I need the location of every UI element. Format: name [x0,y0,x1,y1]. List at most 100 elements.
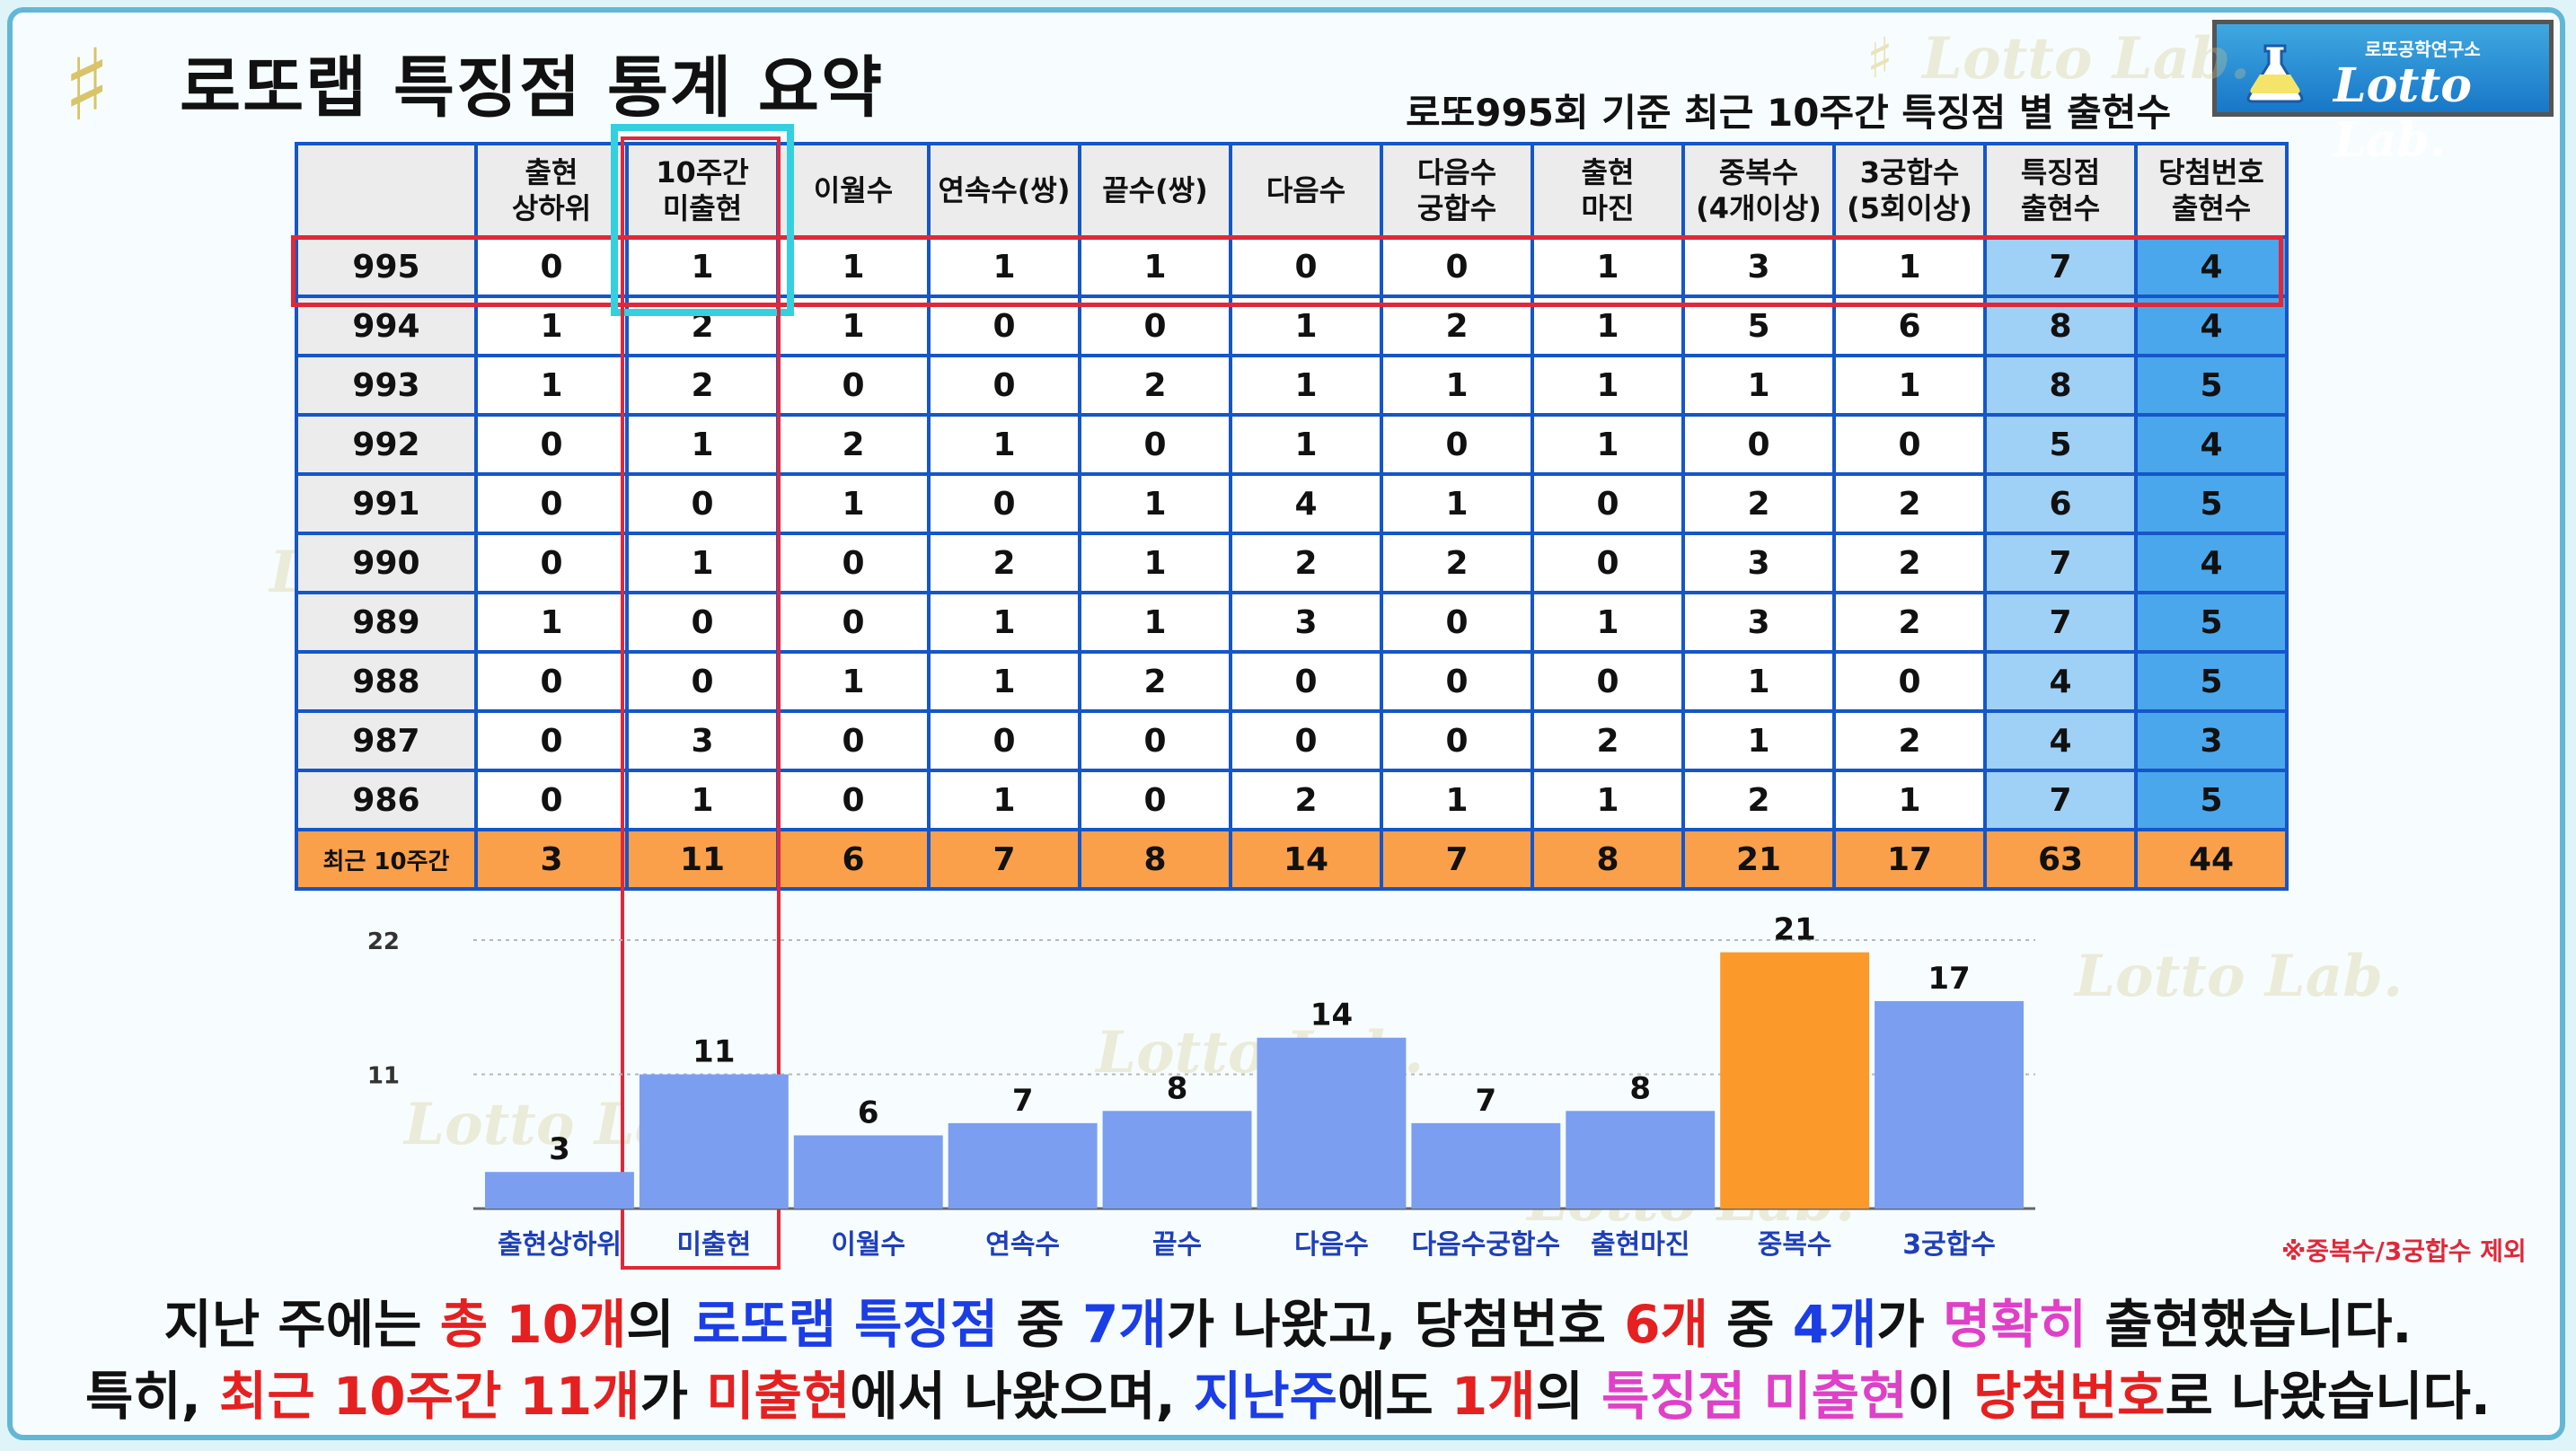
x-tick-label: 출현상하위 [498,1229,622,1261]
table-cell: 4 [2134,532,2289,594]
table-cell: 1 [927,769,1081,831]
table-header-row: 출현 상하위 10주간 미출현 이월수 연속수(쌍) 끝수(쌍) 다음수 다음수 궁합수 출현… [295,142,2289,239]
table-cell: 0 [474,532,629,594]
table-cell: 5 [2134,769,2289,831]
table-cell: 1 [776,472,931,535]
column-header: 연속수(쌍) [927,142,1081,239]
summary-segment: 로 나왔습니다. [2165,1366,2491,1427]
summary-segment: 지난주 [1193,1366,1337,1427]
summary-segment: 에도 [1337,1366,1451,1427]
table-cell: 4 [1983,650,2138,713]
bar [1257,1037,1407,1209]
table-cell: 4 [1983,709,2138,772]
table-cell: 0 [474,769,629,831]
data-label: 8 [1629,1070,1651,1106]
table-row: 991 0 0 1 0 1 4 1 0 2 2 6 5 [295,472,2289,535]
table-cell: 1 [927,650,1081,713]
column-header: 10주간 미출현 [625,142,780,239]
table-cell: 17 [1832,828,1987,891]
data-label: 17 [1928,961,1970,997]
x-tick-label: 끝수 [1152,1229,1202,1261]
table-cell: 7 [1380,828,1534,891]
table-row: 990 0 1 0 2 1 2 2 0 3 2 7 4 [295,532,2289,594]
table-cell: 0 [474,472,629,535]
summary-line-2: 특히, 최근 10주간 11개가 미출현에서 나왔으며, 지난주에도 1개의 특… [0,1354,2576,1429]
x-tick-label: 3궁합수 [1902,1229,1996,1261]
row-label: 최근 10주간 [295,828,478,891]
table-cell: 2 [1078,650,1232,713]
summary-segment: 미출현 [706,1366,851,1427]
chart-subtitle: 로또995회 기준 최근 10주간 특징점 별 출현수 [1406,91,2172,135]
summary-segment: 중 [998,1294,1083,1355]
table-row: 988 0 0 1 1 2 0 0 0 1 0 4 5 [295,650,2289,713]
summary-segment: 당첨번호 [1973,1366,2166,1427]
table-cell: 6 [1983,472,2138,535]
column-header [295,142,478,239]
table-cell: 1 [1229,413,1383,476]
table-cell: 0 [1078,769,1232,831]
table-cell: 3 [474,828,629,891]
table-cell: 0 [927,472,1081,535]
table-cell: 7 [1983,532,2138,594]
table-cell: 1 [1229,354,1383,417]
column-header: 끝수(쌍) [1078,142,1232,239]
column-header: 당첨번호 출현수 [2134,142,2289,239]
table-cell: 2 [1380,532,1534,594]
table-cell: 2 [1681,472,1836,535]
bar [1875,1000,2024,1209]
bar [1720,952,1870,1209]
table-cell: 0 [776,591,931,654]
table-cell: 2 [1531,709,1685,772]
table-cell: 0 [1531,532,1685,594]
data-label: 8 [1167,1070,1188,1106]
summary-segment: 출현했습니다. [2086,1294,2413,1355]
table-cell: 2 [1229,532,1383,594]
stats-table: 출현 상하위 10주간 미출현 이월수 연속수(쌍) 끝수(쌍) 다음수 다음수 궁합수 출현… [295,142,2289,891]
column-header: 이월수 [776,142,931,239]
bar [948,1122,1098,1209]
table-cell: 1 [1078,591,1232,654]
table-cell: 2 [1078,354,1232,417]
table-cell: 14 [1229,828,1383,891]
table-cell: 0 [625,591,780,654]
summary-segment: 지난 주에는 [163,1294,440,1355]
unappeared-column-highlight [621,136,781,1270]
table-cell: 2 [1229,769,1383,831]
summary-segment: 총 10개 [439,1294,627,1355]
column-header: 3궁합수 (5회이상) [1832,142,1987,239]
table-cell: 3 [1681,532,1836,594]
table-row: 986 0 1 0 1 0 2 1 1 2 1 7 5 [295,769,2289,831]
summary-segment: 특징점 미출현 [1601,1366,1908,1427]
sharp-logo-icon: ♯ [63,27,111,143]
table-cell: 21 [1681,828,1836,891]
table-cell: 0 [1531,650,1685,713]
table-cell: 0 [474,235,629,298]
table-cell: 0 [776,532,931,594]
column-header: 다음수 [1229,142,1383,239]
row-label: 988 [295,650,478,713]
table-cell: 0 [776,769,931,831]
x-tick-label: 미출현 [676,1229,751,1261]
table-cell: 1 [1380,472,1534,535]
row-label: 990 [295,532,478,594]
data-label: 7 [1476,1083,1497,1119]
row-label: 986 [295,769,478,831]
sharp-watermark-icon: ♯ [1866,25,1894,91]
table-cell: 0 [1380,413,1534,476]
summary-segment: 중 [1707,1294,1793,1355]
summary-segment: 의 [1535,1366,1602,1427]
table-cell: 63 [1983,828,2138,891]
x-tick-label: 다음수궁합수 [1412,1229,1561,1261]
table-cell: 0 [1229,235,1383,298]
table-cell: 3 [1681,591,1836,654]
data-label: 14 [1310,998,1353,1033]
table-cell: 0 [927,354,1081,417]
table-cell: 1 [1832,769,1987,831]
table-cell: 1 [1832,354,1987,417]
table-cell: 2 [1832,472,1987,535]
table-cell: 0 [1229,650,1383,713]
y-tick-label: 11 [367,1063,400,1090]
table-cell: 0 [1832,650,1987,713]
summary-segment: 1개 [1451,1366,1536,1427]
